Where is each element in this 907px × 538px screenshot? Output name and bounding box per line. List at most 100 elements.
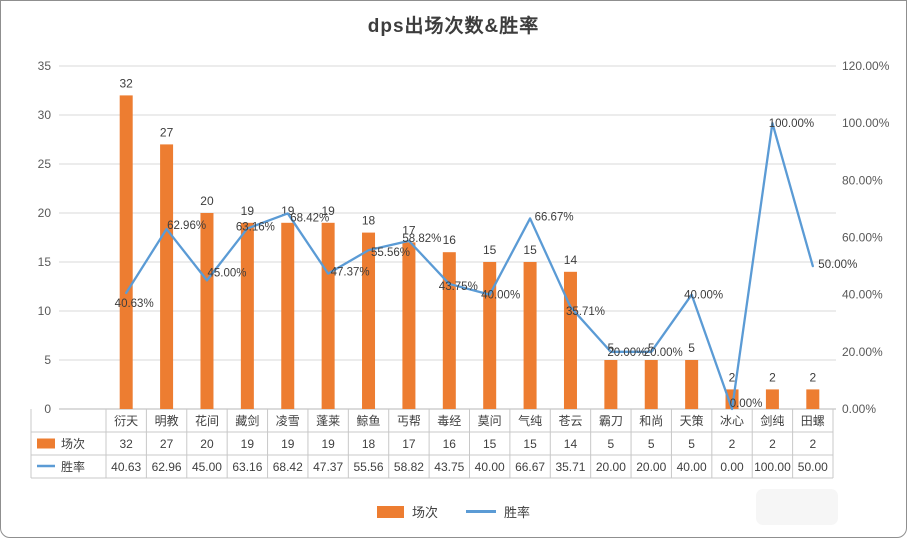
table-cell: 66.67 [515,460,545,474]
bar-series-marker [376,505,404,518]
winrate-value-label: 63.16% [236,221,275,233]
bar-value-label: 17 [402,223,416,237]
table-cell: 35.71 [555,460,585,474]
table-row-header: 胜率 [61,459,85,474]
table-cell: 62.96 [152,460,182,474]
bar-毒经 [442,252,456,409]
left-axis-tick-label: 15 [38,255,52,269]
winrate-value-label: 40.00% [481,290,520,302]
table-cell: 17 [402,437,416,451]
bar-value-label: 2 [809,370,816,384]
category-label: 田螺 [801,414,825,428]
bar-value-label: 15 [523,243,537,257]
bar-藏剑 [240,222,254,409]
category-label: 苍云 [558,414,582,428]
category-label: 鲸鱼 [357,413,381,428]
winrate-value-label: 40.63% [115,298,154,310]
table-cell: 100.00 [754,460,791,474]
table-cell: 20.00 [596,460,626,474]
winrate-value-label: 35.71% [566,306,605,318]
winrate-value-label: 20.00% [607,347,646,359]
bar-莫问 [483,262,497,409]
bar-value-label: 20 [200,194,214,208]
left-axis-tick-label: 10 [38,304,52,318]
table-cell: 50.00 [798,460,828,474]
winrate-value-label: 50.00% [818,259,857,271]
bar-value-label: 19 [321,204,335,218]
bar-凌雪 [281,222,295,409]
table-cell: 40.00 [475,460,505,474]
category-label: 衍天 [114,414,138,428]
line-series-marker [466,510,496,513]
bar-和尚 [644,360,658,409]
table-cell: 19 [281,437,295,451]
table-cell: 40.00 [677,460,707,474]
table-cell: 19 [241,437,255,451]
bar-鲸鱼 [362,232,376,409]
category-label: 蓬莱 [316,414,340,428]
bar-田螺 [806,389,820,409]
bar-value-label: 19 [241,204,255,218]
table-cell: 14 [564,437,578,451]
winrate-value-label: 68.42% [290,212,329,224]
table-cell: 15 [483,437,497,451]
winrate-value-label: 43.75% [439,281,478,293]
table-cell: 20.00 [636,460,666,474]
winrate-value-label: 62.96% [167,220,206,232]
table-cell: 45.00 [192,460,222,474]
right-axis-tick-label: 0.00% [842,402,876,416]
bar-value-label: 18 [362,214,376,228]
table-cell: 47.37 [313,460,343,474]
category-label: 霸刀 [599,414,623,428]
table-cell: 63.16 [232,460,262,474]
winrate-value-label: 47.37% [331,267,370,279]
table-cell: 27 [160,437,174,451]
table-cell: 55.56 [354,460,384,474]
table-cell: 16 [443,437,457,451]
right-axis-tick-label: 20.00% [842,345,883,359]
table-bar-series-swatch [37,438,55,449]
table-cell: 58.82 [394,460,424,474]
category-label: 花间 [195,413,219,428]
bar-value-label: 32 [120,76,134,90]
table-cell: 18 [362,437,376,451]
bar-明教 [160,144,174,409]
table-cell: 19 [321,437,335,451]
category-label: 冰心 [720,414,744,428]
bar-value-label: 5 [688,341,695,355]
table-cell: 40.63 [111,460,141,474]
table-cell: 68.42 [273,460,303,474]
category-label: 凌雪 [276,414,300,428]
legend-item-line: 胜率 [466,502,530,521]
bar-花间 [200,213,214,409]
table-cell: 2 [729,437,736,451]
left-axis-tick-label: 25 [38,157,52,171]
category-label: 和尚 [639,414,663,428]
category-label: 气纯 [518,413,542,428]
left-axis-tick-label: 5 [44,353,51,367]
left-axis-tick-label: 0 [44,402,51,416]
chart-title: dps出场次数&胜率 [367,16,540,37]
legend-item-bars: 场次 [376,502,438,521]
category-label: 剑纯 [760,413,784,428]
winrate-value-label: 58.82% [402,233,441,245]
bar-value-label: 2 [729,370,736,384]
bar-冰心 [725,389,739,409]
winrate-value-label: 0.00% [730,398,763,410]
bar-天策 [685,360,699,409]
bar-剑纯 [765,389,779,409]
table-cell: 20 [200,437,214,451]
winrate-value-label: 55.56% [371,247,410,259]
table-cell: 15 [523,437,537,451]
winrate-value-label: 20.00% [644,347,683,359]
winrate-value-label: 45.00% [207,267,246,279]
table-cell: 5 [648,437,655,451]
left-axis-tick-label: 35 [38,59,52,73]
bar-苍云 [563,271,577,409]
winrate-value-label: 66.67% [535,211,574,223]
bar-value-label: 2 [769,370,776,384]
watermark [756,489,838,525]
bar-value-label: 5 [608,341,615,355]
